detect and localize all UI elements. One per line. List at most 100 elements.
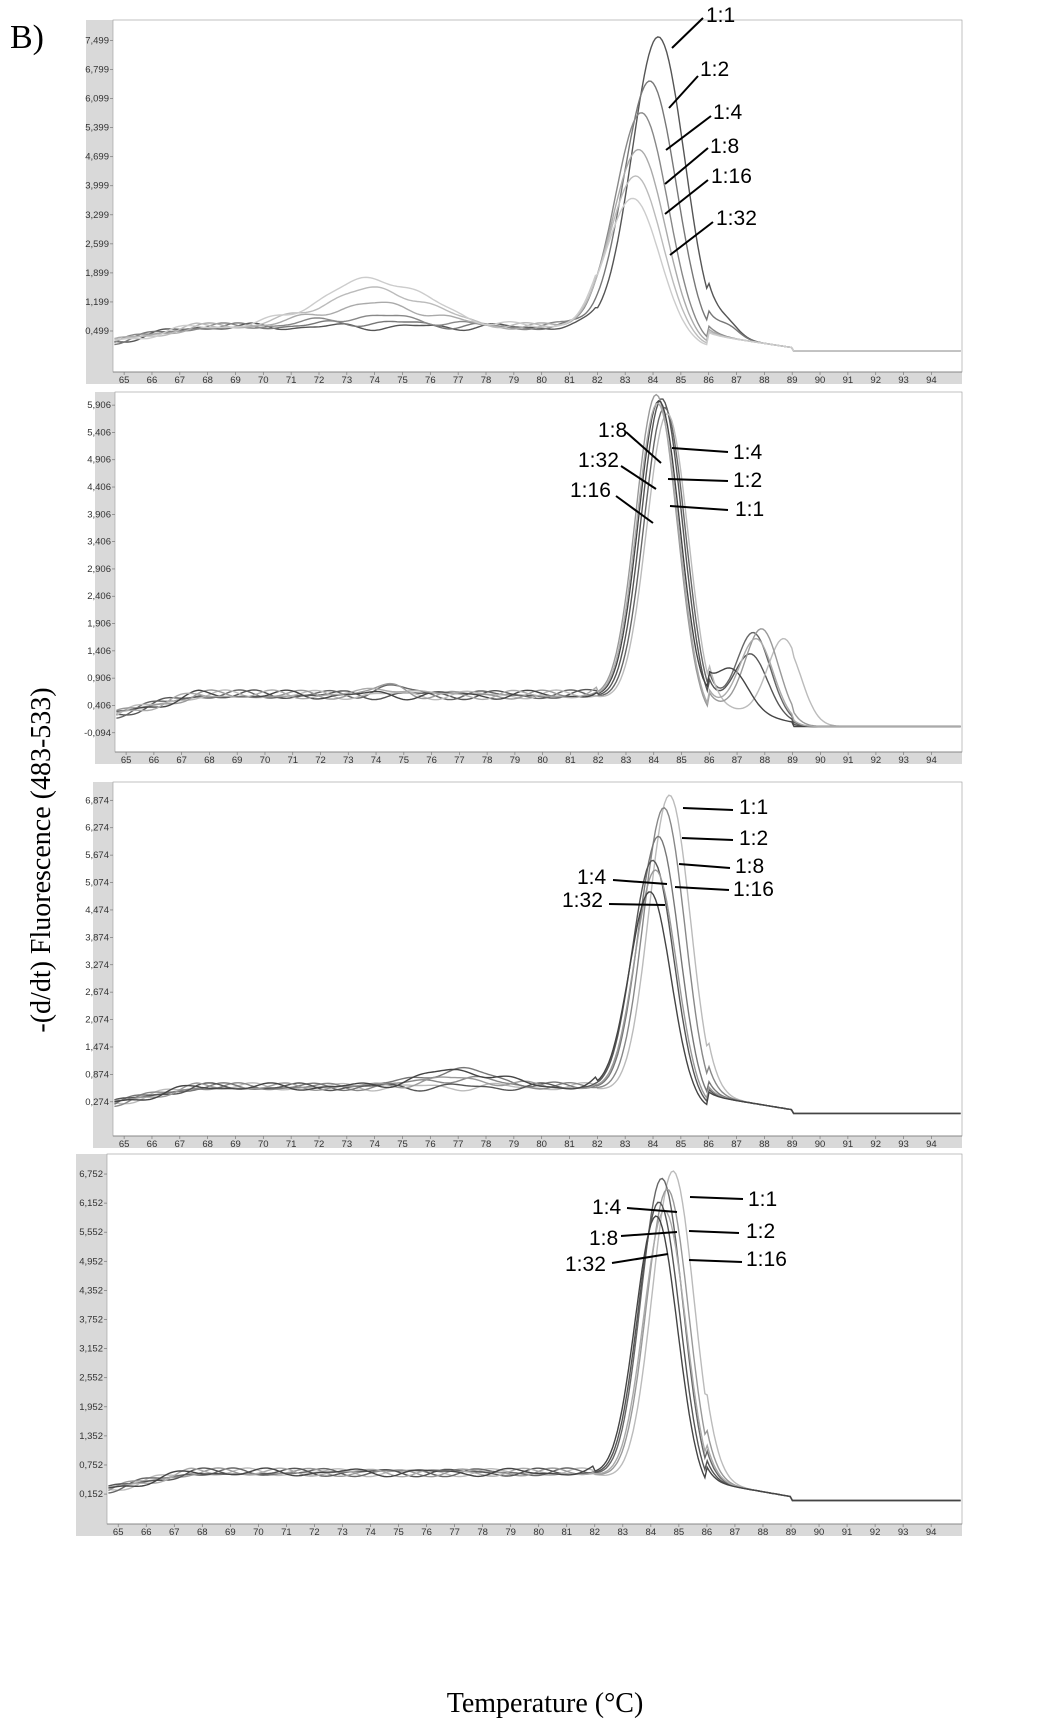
x-tick-label: 87 bbox=[730, 1527, 741, 1538]
x-tick-label: 72 bbox=[309, 1527, 320, 1538]
y-tick-label: 4,906 bbox=[87, 455, 111, 466]
y-tick-label: 2,552 bbox=[79, 1373, 103, 1384]
x-tick-label: 79 bbox=[510, 755, 521, 766]
series-annotation-label: 1:16 bbox=[733, 878, 774, 901]
x-tick-label: 67 bbox=[169, 1527, 180, 1538]
x-tick-label: 88 bbox=[760, 755, 771, 766]
x-axis-title: Temperature (°C) bbox=[447, 1688, 644, 1719]
x-tick-label: 86 bbox=[702, 1527, 713, 1538]
y-tick-label: 4,406 bbox=[87, 482, 111, 493]
x-tick-label: 77 bbox=[453, 1139, 464, 1150]
x-tick-label: 74 bbox=[365, 1527, 376, 1538]
plot-area bbox=[106, 1153, 963, 1525]
x-tick-label: 68 bbox=[197, 1527, 208, 1538]
x-tick-label: 69 bbox=[230, 375, 241, 386]
series-line-1-32 bbox=[114, 891, 961, 1115]
x-tick-label: 75 bbox=[397, 1139, 408, 1150]
x-tick-label: 70 bbox=[258, 1139, 269, 1150]
series-line-1-32 bbox=[108, 1215, 961, 1502]
charts-group: 65 66 67 68 69 70 71 72 73 74 75 76 77 78 79 80 81 82 83 84… bbox=[76, 4, 963, 1538]
plot-area bbox=[112, 19, 963, 373]
y-tick-label: 2,674 bbox=[85, 987, 109, 998]
x-tick-label: 70 bbox=[258, 375, 269, 386]
y-tick-label: 5,674 bbox=[85, 850, 109, 861]
x-tick-label: 71 bbox=[281, 1527, 292, 1538]
annotation-leader bbox=[664, 179, 709, 215]
x-tick-label: 94 bbox=[926, 1139, 937, 1150]
x-tick-label: 81 bbox=[565, 755, 576, 766]
chart-panel-3: 65 66 67 68 69 70 71 72 73 74 75 76 77 78 79 80 81 82 83 84… bbox=[85, 781, 963, 1150]
x-tick-label: 78 bbox=[481, 375, 492, 386]
x-tick-label: 76 bbox=[425, 375, 436, 386]
series-annotation-label: 1:4 bbox=[713, 101, 743, 124]
annotation-leader bbox=[611, 1253, 669, 1264]
x-tick-label: 74 bbox=[371, 755, 382, 766]
annotation-leader bbox=[681, 837, 734, 841]
annotation-leader bbox=[669, 221, 714, 256]
x-tick-label: 65 bbox=[121, 755, 132, 766]
y-tick-label: 6,874 bbox=[85, 795, 109, 806]
y-tick-label: 1,352 bbox=[79, 1431, 103, 1442]
x-tick-label: 94 bbox=[926, 1527, 937, 1538]
annotation-leader bbox=[667, 478, 729, 482]
x-tick-label: 86 bbox=[703, 1139, 714, 1150]
y-tick-label: 5,552 bbox=[79, 1227, 103, 1238]
y-tick-label: 4,952 bbox=[79, 1256, 103, 1267]
x-tick-label: 76 bbox=[421, 1527, 432, 1538]
annotation-leader bbox=[620, 465, 657, 490]
x-tick-label: 72 bbox=[314, 375, 325, 386]
x-tick-label: 83 bbox=[620, 1139, 631, 1150]
annotation-leader bbox=[674, 886, 730, 891]
series-annotation-label: 1:8 bbox=[735, 855, 764, 878]
series-annotation-label: 1:2 bbox=[700, 58, 729, 81]
y-tick-label: -0,094 bbox=[84, 728, 111, 739]
y-tick-label: 2,406 bbox=[87, 591, 111, 602]
x-tick-label: 92 bbox=[870, 1527, 881, 1538]
y-tick-label: 1,899 bbox=[85, 268, 109, 279]
annotation-leader bbox=[664, 147, 709, 185]
annotation-leader bbox=[665, 115, 712, 151]
x-tick-label: 73 bbox=[337, 1527, 348, 1538]
y-tick-label: 1,474 bbox=[85, 1042, 109, 1053]
x-tick-label: 73 bbox=[342, 375, 353, 386]
x-tick-label: 82 bbox=[592, 375, 603, 386]
series-annotation-label: 1:32 bbox=[562, 889, 603, 912]
x-tick-label: 88 bbox=[758, 1527, 769, 1538]
x-tick-label: 87 bbox=[732, 755, 743, 766]
annotation-leader bbox=[615, 495, 654, 524]
x-tick-label: 80 bbox=[537, 755, 548, 766]
y-tick-label: 3,274 bbox=[85, 960, 109, 971]
y-tick-label: 0,874 bbox=[85, 1069, 109, 1080]
y-tick-label: 1,952 bbox=[79, 1402, 103, 1413]
x-tick-label: 82 bbox=[592, 1139, 603, 1150]
series-annotation-label: 1:32 bbox=[578, 449, 619, 472]
y-tick-label: 5,399 bbox=[85, 123, 109, 134]
x-tick-label: 87 bbox=[731, 1139, 742, 1150]
x-tick-label: 90 bbox=[815, 1139, 826, 1150]
x-tick-label: 80 bbox=[533, 1527, 544, 1538]
x-tick-label: 82 bbox=[593, 755, 604, 766]
x-tick-label: 90 bbox=[814, 1527, 825, 1538]
y-tick-label: 3,874 bbox=[85, 932, 109, 943]
series-annotation-label: 1:16 bbox=[746, 1248, 787, 1271]
x-tick-label: 91 bbox=[842, 1527, 853, 1538]
y-tick-label: 0,406 bbox=[87, 700, 111, 711]
x-tick-label: 84 bbox=[648, 755, 659, 766]
x-tick-label: 78 bbox=[482, 755, 493, 766]
x-tick-label: 81 bbox=[564, 375, 575, 386]
x-tick-label: 93 bbox=[898, 1527, 909, 1538]
y-tick-label: 3,906 bbox=[87, 509, 111, 520]
x-tick-label: 82 bbox=[589, 1527, 600, 1538]
y-tick-label: 2,906 bbox=[87, 564, 111, 575]
x-tick-label: 89 bbox=[787, 375, 798, 386]
series-annotation-label: 1:16 bbox=[711, 165, 752, 188]
series-annotation-label: 1:4 bbox=[577, 866, 607, 889]
y-tick-label: 4,474 bbox=[85, 905, 109, 916]
x-tick-label: 69 bbox=[225, 1527, 236, 1538]
annotation-leader bbox=[682, 807, 734, 811]
y-tick-label: 4,352 bbox=[79, 1285, 103, 1296]
annotation-leader bbox=[626, 1207, 678, 1213]
chart-panel-1: 65 66 67 68 69 70 71 72 73 74 75 76 77 78 79 80 81 82 83 84… bbox=[85, 4, 963, 386]
series-annotation-label: 1:1 bbox=[748, 1188, 777, 1211]
